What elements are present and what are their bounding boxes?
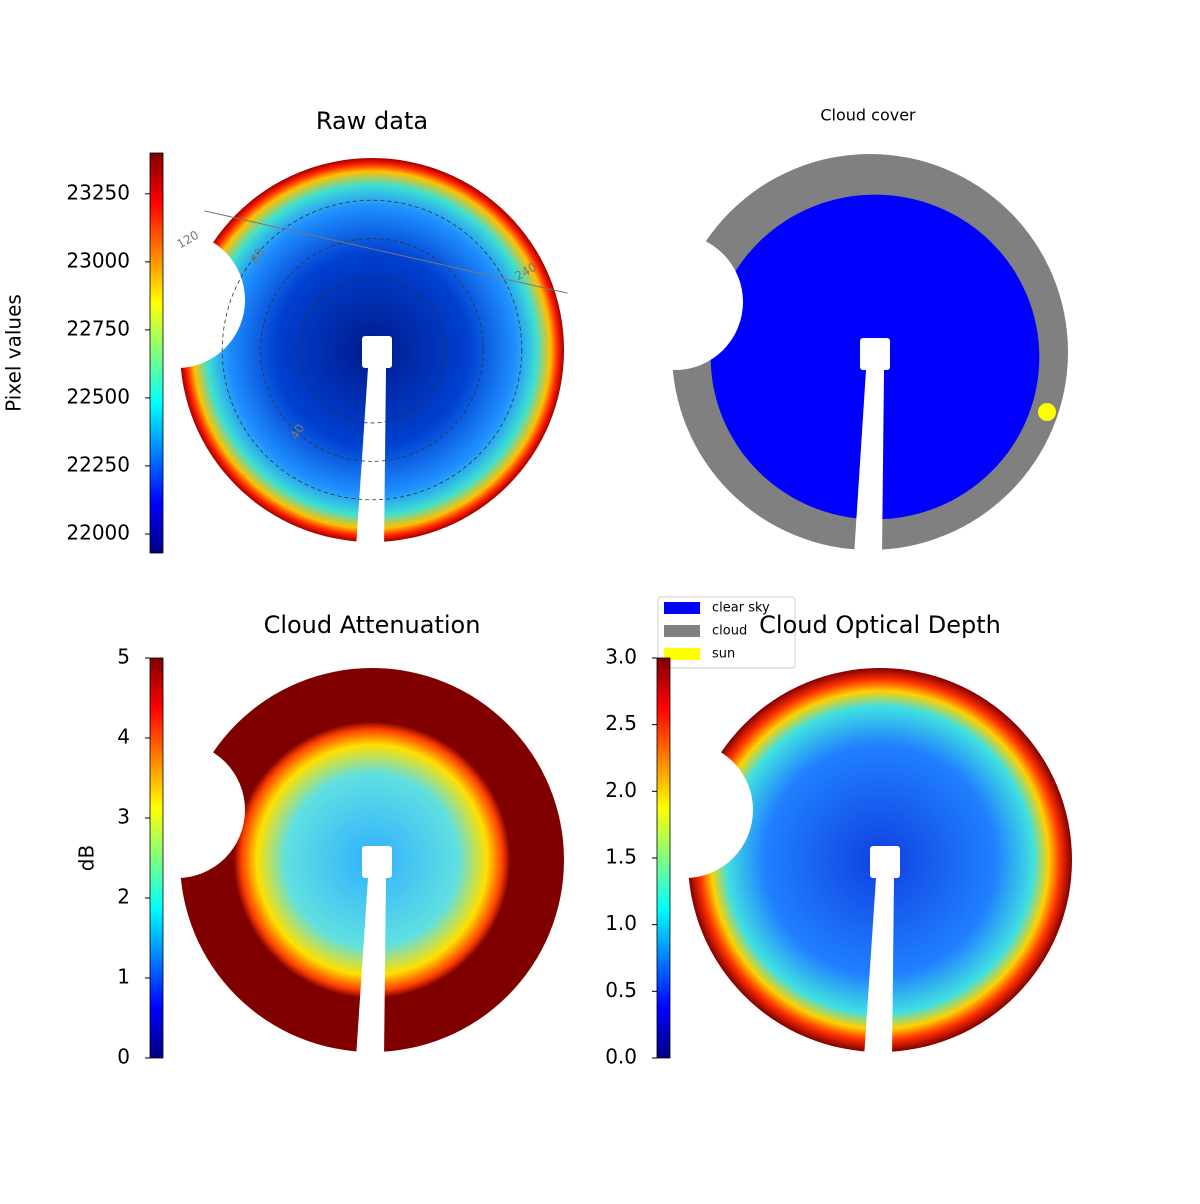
tick-label: 5 — [117, 645, 130, 669]
legend-swatch — [664, 625, 700, 637]
polar-grid — [260, 238, 484, 462]
tick-label: 4 — [117, 725, 130, 749]
polar-axis — [204, 210, 568, 294]
mask — [109, 232, 245, 368]
tick-label: 0 — [117, 1045, 130, 1069]
tick-label: 22750 — [66, 316, 130, 340]
tick-label: 0.0 — [605, 1045, 637, 1069]
mask — [356, 368, 386, 548]
tick-label: 22000 — [66, 520, 130, 544]
tick-label: 3.0 — [605, 645, 637, 669]
tick-label: 23250 — [66, 180, 130, 204]
legend-swatch — [664, 602, 700, 614]
tick-label: 0.5 — [605, 978, 637, 1002]
polar-grid — [221, 199, 523, 501]
tick-label: 1 — [117, 965, 130, 989]
mask — [356, 878, 386, 1058]
legend-label: clear sky — [712, 601, 770, 616]
colorbar — [149, 657, 164, 1059]
panel: Cloud cover clear sky cloud sun — [607, 106, 1068, 669]
mask — [860, 338, 890, 370]
colorbar-label: dB — [75, 845, 99, 871]
tick-label: 22500 — [66, 384, 130, 408]
panel: Cloud Optical Depth 0.0 0.5 1.0 1.5 2.0 2.5 3.0 — [605, 611, 1072, 1069]
legend-label: sun — [712, 647, 735, 662]
polar-grid — [298, 276, 446, 424]
panel: Cloud Attenuation 0 1 2 3 4 5 dB — [75, 611, 564, 1069]
tick-label: 2.0 — [605, 778, 637, 802]
tick-label: 23000 — [66, 248, 130, 272]
panel-title: Raw data — [316, 107, 428, 135]
tick-label: 2.5 — [605, 711, 637, 735]
mask — [854, 370, 884, 556]
tick-label: 1.5 — [605, 845, 637, 869]
polar-label: 80 — [248, 246, 268, 266]
mask — [617, 742, 753, 878]
legend-swatch — [664, 648, 700, 660]
mask — [870, 846, 900, 878]
tick-label: 3 — [117, 805, 130, 829]
polar-label: 40 — [288, 422, 308, 442]
tick-label: 1.0 — [605, 911, 637, 935]
colorbar — [149, 152, 164, 554]
mask — [109, 742, 245, 878]
tick-label: 2 — [117, 885, 130, 909]
panel-title: Cloud Optical Depth — [759, 611, 1001, 639]
mask — [362, 336, 392, 368]
tick-label: 22250 — [66, 452, 130, 476]
mask — [362, 846, 392, 878]
mask — [607, 234, 743, 370]
sun-marker — [1038, 403, 1056, 421]
panel-title: Cloud cover — [820, 106, 916, 125]
legend-label: cloud — [712, 624, 747, 639]
colorbar-label: Pixel values — [2, 294, 26, 412]
panel-title: Cloud Attenuation — [264, 611, 481, 639]
mask — [864, 878, 894, 1058]
colorbar — [656, 657, 671, 1059]
